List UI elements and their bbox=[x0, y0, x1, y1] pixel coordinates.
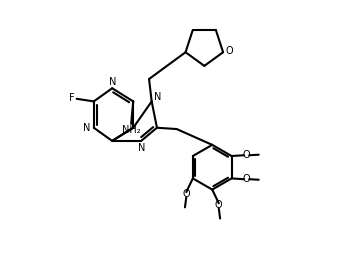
Text: O: O bbox=[215, 200, 222, 210]
Text: O: O bbox=[226, 46, 234, 56]
Text: N: N bbox=[154, 92, 162, 102]
Text: N: N bbox=[138, 143, 145, 153]
Text: N: N bbox=[83, 123, 90, 133]
Text: O: O bbox=[182, 189, 190, 199]
Text: NH₂: NH₂ bbox=[122, 124, 141, 135]
Text: F: F bbox=[69, 93, 75, 103]
Text: N: N bbox=[109, 77, 116, 87]
Text: O: O bbox=[242, 174, 250, 184]
Text: O: O bbox=[242, 150, 250, 160]
